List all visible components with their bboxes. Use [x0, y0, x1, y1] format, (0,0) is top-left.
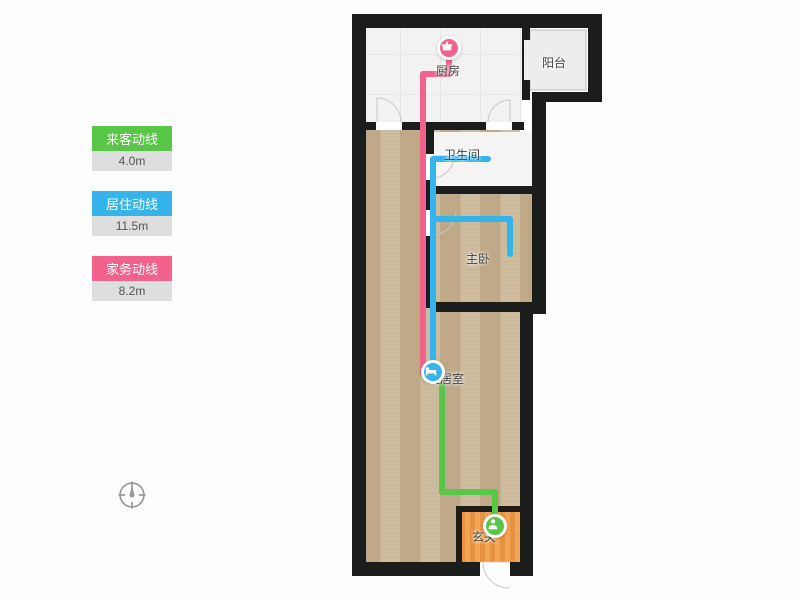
node-kitchen [437, 36, 461, 60]
label-bathroom: 卫生间 [444, 146, 480, 163]
label-balcony: 阳台 [542, 54, 566, 71]
floorplan-svg [320, 14, 640, 584]
floor-bedroom [432, 194, 532, 304]
wall-bed-south [432, 302, 534, 312]
legend-label-guest: 来客动线 [92, 126, 172, 151]
pot-icon [440, 39, 454, 53]
legend: 来客动线 4.0m 居住动线 11.5m 家务动线 8.2m [92, 126, 172, 321]
wall-entrance-top [456, 506, 520, 512]
legend-item-living: 居住动线 11.5m [92, 191, 172, 236]
person-icon [486, 517, 500, 531]
legend-value-guest: 4.0m [92, 151, 172, 171]
node-entrance [483, 514, 507, 538]
legend-item-chores: 家务动线 8.2m [92, 256, 172, 301]
legend-value-living: 11.5m [92, 216, 172, 236]
bed-icon [424, 363, 438, 377]
floorplan: 厨房 阳台 卫生间 主卧 起居室 玄关 [320, 14, 640, 584]
legend-item-guest: 来客动线 4.0m [92, 126, 172, 171]
wall-entrance-left [456, 506, 462, 562]
compass-icon [115, 478, 149, 512]
legend-label-chores: 家务动线 [92, 256, 172, 281]
wall-bath-south [432, 186, 534, 194]
node-living [421, 360, 445, 384]
label-bedroom: 主卧 [466, 250, 490, 267]
legend-label-living: 居住动线 [92, 191, 172, 216]
legend-value-chores: 8.2m [92, 281, 172, 301]
label-kitchen: 厨房 [436, 62, 460, 79]
